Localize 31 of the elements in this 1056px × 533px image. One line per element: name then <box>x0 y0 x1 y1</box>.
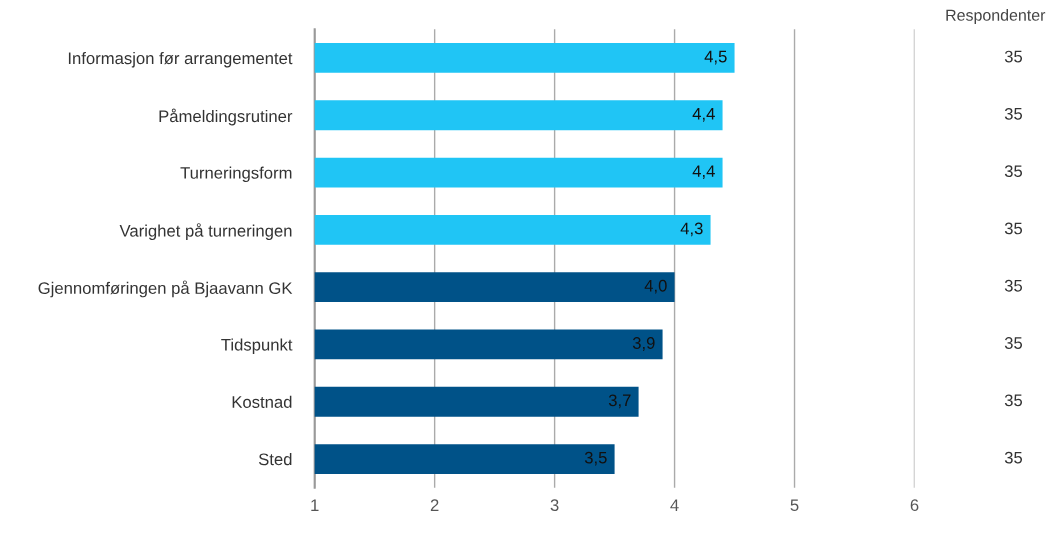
text: 35 <box>1004 107 1023 120</box>
text: 35 <box>1004 337 1023 349</box>
x-tick-label: 2 <box>430 499 439 511</box>
data-label: 4,3 <box>680 222 703 237</box>
data-label: 4,4 <box>692 165 715 179</box>
y-tick-label: Kostnad <box>232 395 292 408</box>
text: Respondenter <box>946 9 1046 24</box>
text: 35 <box>1004 165 1023 178</box>
x-tick-label: 4 <box>670 499 679 511</box>
y-tick-label: Gjennomføringen på Bjaavann GK <box>38 280 293 298</box>
data-label: 3,5 <box>584 451 607 466</box>
x-tick-label: 3 <box>550 499 559 512</box>
data-label: 3,7 <box>608 394 631 409</box>
text: 35 <box>1004 50 1023 63</box>
x-tick-label: 5 <box>790 499 799 512</box>
y-tick-label: Tidspunkt <box>221 338 293 354</box>
y-tick-label: Varighet på turneringen <box>119 223 292 241</box>
text: 35 <box>1004 279 1023 292</box>
x-tick-label: 6 <box>910 499 919 512</box>
y-tick-label: Informasjon før arrangementet <box>68 51 293 68</box>
y-tick-label: Sted <box>258 453 292 466</box>
x-tick-label: 1 <box>311 499 319 511</box>
data-label: 3,9 <box>632 337 655 351</box>
text: 35 <box>1004 451 1023 464</box>
data-label: 4,4 <box>692 108 715 122</box>
text: 35 <box>1004 394 1023 407</box>
text: 35 <box>1004 222 1023 235</box>
data-label: 4,5 <box>704 50 727 65</box>
y-tick-label: Turneringsform <box>180 166 292 183</box>
data-label: 4,0 <box>644 279 667 294</box>
y-tick-label: Påmeldingsrutiner <box>159 108 293 126</box>
